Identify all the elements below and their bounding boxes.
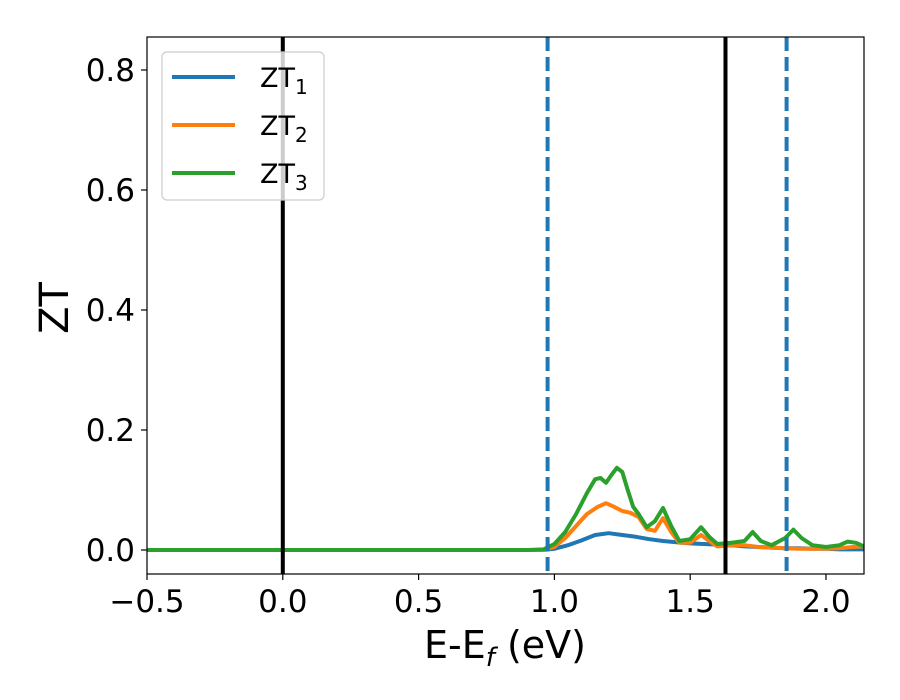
x-tick-label: −0.5 <box>109 584 184 620</box>
x-tick-label: 1.0 <box>530 584 579 620</box>
legend-label-zt3: ZT3 <box>260 159 308 195</box>
x-tick-label: 2.0 <box>801 584 850 620</box>
y-tick-label: 0.8 <box>86 53 135 89</box>
x-axis-label: E-Ef (eV) <box>424 623 586 673</box>
legend-label-main: ZT <box>260 159 295 190</box>
x-tick-label: 1.5 <box>666 584 715 620</box>
legend-label-main: ZT <box>260 111 295 142</box>
legend-label-sub: 1 <box>295 75 308 99</box>
legend-label-zt1: ZT1 <box>260 63 308 99</box>
x-label-unit: (eV) <box>495 623 586 667</box>
y-tick-label: 0.4 <box>86 293 135 329</box>
x-label-main: E-E <box>424 623 486 667</box>
x-tick-label: 0.0 <box>258 584 307 620</box>
y-tick-label: 0.2 <box>86 413 135 449</box>
y-tick-label: 0.0 <box>86 533 135 569</box>
legend-label-sub: 3 <box>295 171 308 195</box>
legend-label-zt2: ZT2 <box>260 111 308 147</box>
plot-frame <box>146 36 865 575</box>
series-line-zt3 <box>147 465 864 552</box>
legend-label-main: ZT <box>260 63 295 94</box>
x-axis: −0.5 0.0 0.5 1.0 1.5 2.0 <box>109 574 851 620</box>
series-line-zt2 <box>147 501 864 552</box>
x-tick-label: 0.5 <box>394 584 443 620</box>
legend-label-sub: 2 <box>295 123 308 147</box>
y-axis-label: ZT <box>32 282 78 334</box>
legend-box <box>161 51 325 201</box>
y-tick-label: 0.6 <box>86 173 135 209</box>
y-axis: 0.0 0.2 0.4 0.6 0.8 <box>86 53 147 569</box>
